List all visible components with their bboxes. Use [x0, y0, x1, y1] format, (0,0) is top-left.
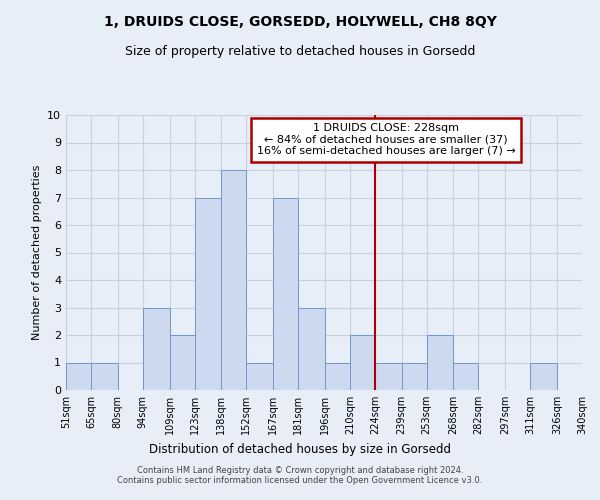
Text: Distribution of detached houses by size in Gorsedd: Distribution of detached houses by size … — [149, 442, 451, 456]
Bar — [298, 308, 325, 390]
Bar — [170, 335, 194, 390]
Bar — [401, 362, 427, 390]
Y-axis label: Number of detached properties: Number of detached properties — [32, 165, 41, 340]
Bar — [454, 362, 478, 390]
Bar — [66, 362, 91, 390]
Text: Contains HM Land Registry data © Crown copyright and database right 2024.
Contai: Contains HM Land Registry data © Crown c… — [118, 466, 482, 485]
Bar — [91, 362, 118, 390]
Bar — [273, 198, 298, 390]
Bar — [325, 362, 350, 390]
Bar — [375, 362, 401, 390]
Bar — [143, 308, 170, 390]
Bar — [194, 198, 221, 390]
Bar — [350, 335, 375, 390]
Bar — [530, 362, 557, 390]
Text: 1, DRUIDS CLOSE, GORSEDD, HOLYWELL, CH8 8QY: 1, DRUIDS CLOSE, GORSEDD, HOLYWELL, CH8 … — [104, 15, 496, 29]
Bar — [221, 170, 247, 390]
Text: 1 DRUIDS CLOSE: 228sqm
← 84% of detached houses are smaller (37)
16% of semi-det: 1 DRUIDS CLOSE: 228sqm ← 84% of detached… — [257, 123, 515, 156]
Bar — [247, 362, 273, 390]
Text: Size of property relative to detached houses in Gorsedd: Size of property relative to detached ho… — [125, 45, 475, 58]
Bar — [427, 335, 454, 390]
